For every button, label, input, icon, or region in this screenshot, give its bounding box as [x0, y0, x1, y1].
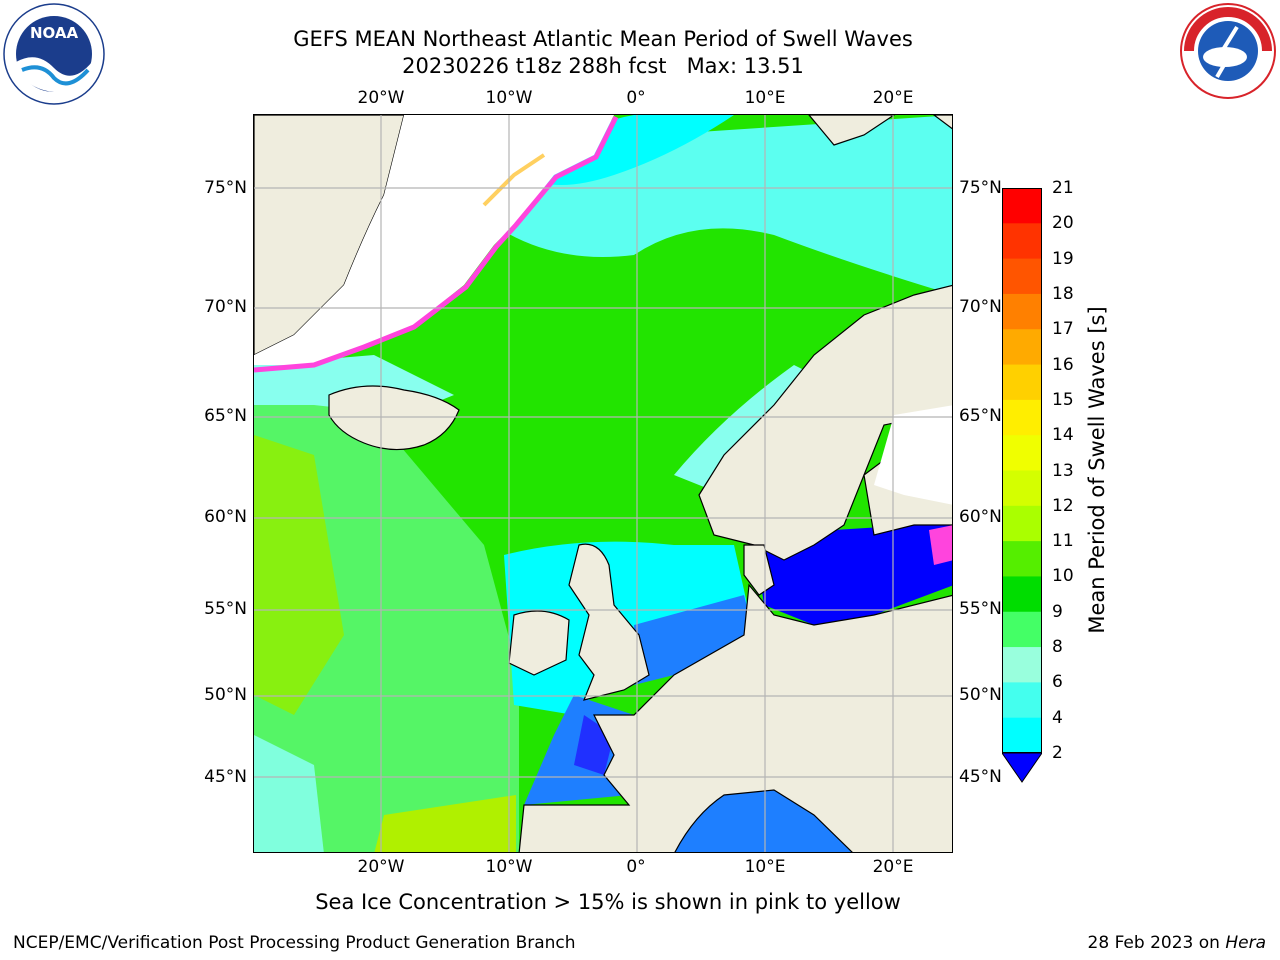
colorbar-segment	[1002, 717, 1042, 754]
lat-label-right: 75°N	[959, 178, 1002, 198]
ireland-land	[508, 610, 570, 676]
lat-label-left: 50°N	[204, 685, 247, 705]
colorbar-segment	[1002, 647, 1042, 683]
svg-text:NOAA: NOAA	[30, 24, 79, 42]
colorbar-tick-label: 14	[1052, 425, 1074, 446]
lat-label-left: 60°N	[204, 507, 247, 527]
great-britain-land	[568, 543, 650, 701]
colorbar-segment	[1002, 329, 1042, 366]
lon-label-bottom: 10°W	[485, 857, 533, 877]
colorbar-tick-label: 11	[1052, 531, 1074, 552]
colorbar-tick-label: 19	[1052, 248, 1074, 269]
land-masses	[254, 115, 952, 852]
sea-ice-edge	[254, 115, 619, 373]
colorbar-tick-label: 2	[1052, 743, 1063, 763]
colorbar-segment	[1002, 470, 1042, 507]
colorbar-extension	[1001, 752, 1043, 783]
colorbar-frame	[1002, 188, 1042, 753]
map-plot-area	[253, 114, 953, 853]
chart-subtitle: 20230226 t18z 288h fcst Max: 13.51	[402, 54, 804, 78]
colorbar-segment	[1002, 188, 1042, 224]
colorbar-tick-label: 12	[1052, 495, 1074, 516]
colorbar-segment	[1002, 682, 1042, 719]
lon-label-bottom: 10°E	[744, 857, 786, 877]
lat-label-right: 45°N	[959, 767, 1002, 787]
lon-label-top: 20°W	[357, 88, 405, 108]
colorbar-tick-label: 15	[1052, 389, 1074, 410]
colorbar-segment	[1002, 505, 1042, 542]
colorbar-tick-label: 16	[1052, 354, 1074, 375]
colorbar-tick-label: 21	[1052, 178, 1074, 198]
lat-label-right: 50°N	[959, 685, 1002, 705]
chart-title: GEFS MEAN Northeast Atlantic Mean Period…	[293, 27, 913, 51]
iceland-land	[328, 385, 460, 451]
swell-zone-2-4	[634, 595, 754, 685]
colorbar-tick-label: 10	[1052, 566, 1074, 587]
lon-label-top: 10°E	[744, 88, 786, 108]
footer-host: Hera	[1225, 933, 1266, 953]
footer-date: 28 Feb 2023 on Hera	[1087, 933, 1266, 953]
noaa-logo: NOAA	[2, 2, 106, 106]
colorbar-segment	[1002, 223, 1042, 260]
lat-label-left: 75°N	[204, 178, 247, 198]
colorbar-segment	[1002, 611, 1042, 648]
no-data-region	[254, 115, 614, 365]
colorbar-label: Mean Period of Swell Waves [s]	[1085, 306, 1109, 634]
colorbar-segment	[1002, 541, 1042, 577]
lat-label-left: 55°N	[204, 599, 247, 619]
lon-label-top: 0°	[626, 88, 646, 108]
lon-label-bottom: 20°E	[872, 857, 914, 877]
lon-label-top: 10°W	[485, 88, 533, 108]
colorbar-segment	[1002, 364, 1042, 401]
footer-credit: NCEP/EMC/Verification Post Processing Pr…	[13, 933, 576, 953]
lat-label-left: 65°N	[204, 406, 247, 426]
lon-label-bottom: 0°	[626, 857, 646, 877]
lat-label-right: 70°N	[959, 297, 1002, 317]
colorbar-tick-label: 20	[1052, 213, 1074, 234]
lon-label-bottom: 20°W	[357, 857, 405, 877]
colorbar-tick-label: 6	[1052, 672, 1063, 693]
colorbar-segment	[1002, 293, 1042, 330]
lon-label-top: 20°E	[872, 88, 914, 108]
lat-label-right: 65°N	[959, 406, 1002, 426]
colorbar-tick-label: 17	[1052, 319, 1074, 340]
colorbar-tick-label: 8	[1052, 637, 1063, 658]
lat-label-left: 45°N	[204, 767, 247, 787]
colorbar-tick-label: 9	[1052, 601, 1063, 622]
colorbar-segment	[1002, 258, 1042, 295]
colorbar-tick-label: 4	[1052, 707, 1063, 728]
colorbar-segment	[1002, 435, 1042, 471]
nws-logo	[1177, 1, 1279, 101]
europe-mainland-land	[518, 583, 952, 852]
graticule	[254, 115, 952, 852]
colorbar	[1001, 188, 1043, 783]
lat-label-right: 60°N	[959, 507, 1002, 527]
colorbar-tick-label: 13	[1052, 460, 1074, 481]
colorbar-segment	[1002, 576, 1042, 613]
swell-period-map	[254, 115, 952, 852]
sea-ice-caption: Sea Ice Concentration > 15% is shown in …	[315, 890, 901, 914]
lat-label-right: 55°N	[959, 599, 1002, 619]
colorbar-segment	[1002, 399, 1042, 436]
colorbar-tick-label: 18	[1052, 283, 1074, 304]
lat-label-left: 70°N	[204, 297, 247, 317]
